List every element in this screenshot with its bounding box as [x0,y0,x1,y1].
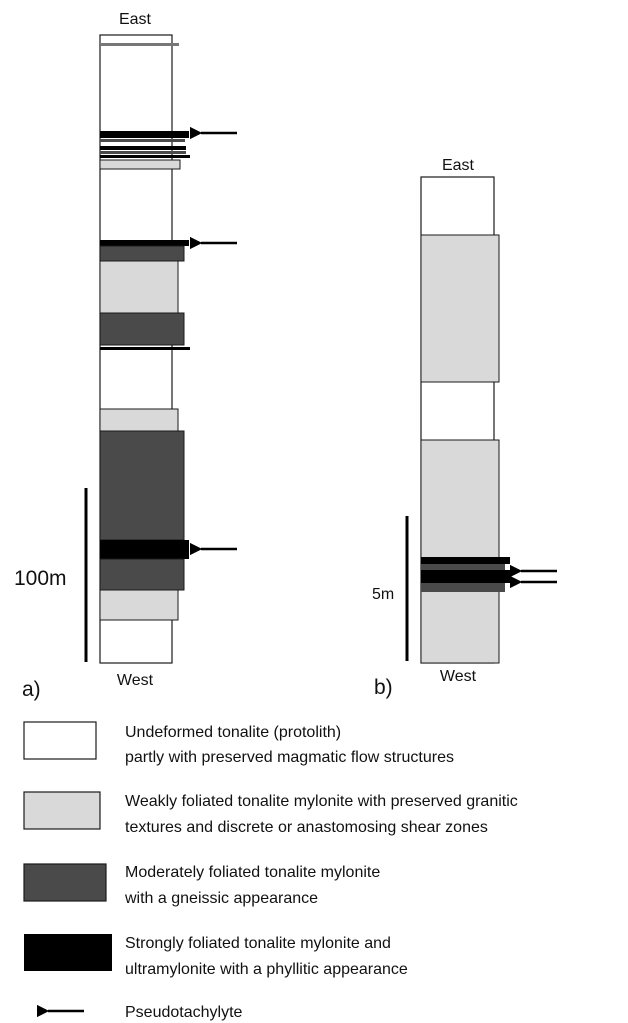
legend-text: Moderately foliated tonalite mylonite [125,864,380,881]
legend-text: ultramylonite with a phyllitic appearanc… [125,961,408,978]
column-b-moderate-band [421,564,505,570]
column-a-weak-band [99,159,181,170]
column-a-moderate-band [100,139,185,142]
legend-item-undeformed: Undeformed tonalite (protolith) partly w… [23,721,454,766]
legend-text: with a gneissic appearance [124,890,318,907]
legend-text: Pseudotachylyte [125,1004,243,1021]
column-a-moderate-band [99,430,185,541]
column-a-strong-band [100,347,190,350]
column-a-weak-band [99,408,179,432]
column-a-moderate-band [100,151,186,154]
column-b-top-label: East [442,157,475,174]
legend-swatch-moderate [23,863,107,902]
column-a-panel-label: a) [22,678,41,701]
column-a-strong-band [100,131,189,138]
legend-text: Strongly foliated tonalite mylonite and [125,935,391,952]
column-a-top-label: East [119,11,152,28]
column-b-weak-band [420,234,500,383]
legend-text: Undeformed tonalite (protolith) [125,724,341,741]
column-a-strong-band [100,155,190,158]
column-b-moderate-band [421,583,505,592]
legend-text: textures and discrete or anastomosing sh… [125,819,488,836]
column-a-moderate-band [99,312,185,346]
column-a-thin-band [100,43,179,46]
column-b-scale-label: 5m [372,586,394,603]
legend-swatch-weak [23,791,101,830]
column-a-moderate-band [99,558,185,591]
column-a-scale-label: 100m [14,567,67,590]
column-b-strong-band [421,557,510,564]
column-a-layers [99,34,190,664]
column-b-bottom-label: West [440,668,477,685]
column-a-strong-band [100,240,189,246]
legend-item-moderate: Moderately foliated tonalite mylonite wi… [23,863,380,907]
column-a-bottom-label: West [117,672,154,689]
column-a: East [14,11,237,701]
legend-swatch-undeformed [23,721,97,760]
column-a-strong-band [100,540,189,559]
column-a-weak-band [99,260,179,314]
column-a-strong-band [100,146,186,150]
column-b: East 5m West b) [372,157,557,699]
legend-text: Weakly foliated tonalite mylonite with p… [125,793,518,810]
column-b-panel-label: b) [374,676,393,699]
column-b-layers [420,176,510,664]
legend-item-weak: Weakly foliated tonalite mylonite with p… [23,791,518,836]
column-b-strong-band [421,570,510,583]
column-a-weak-band [99,589,179,621]
column-a-moderate-band [99,245,185,262]
legend: Undeformed tonalite (protolith) partly w… [23,721,518,1021]
legend-swatch-strong [24,934,112,971]
legend-text: partly with preserved magmatic flow stru… [125,749,454,766]
column-b-weak-band [420,439,500,664]
legend-item-pseudotachylyte: Pseudotachylyte [36,1004,243,1021]
legend-item-strong: Strongly foliated tonalite mylonite and … [24,934,408,978]
